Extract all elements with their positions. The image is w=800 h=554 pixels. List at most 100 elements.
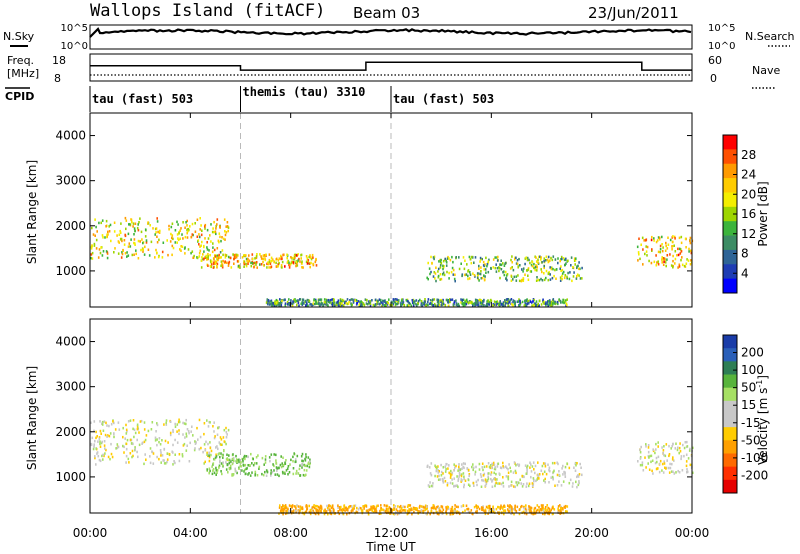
velocity-cell: [225, 436, 228, 439]
power-cell: [540, 258, 542, 261]
velocity-cell: [244, 457, 246, 461]
power-cell: [154, 256, 156, 259]
power-cell: [448, 277, 450, 280]
power-cell: [312, 256, 314, 259]
power-cell: [510, 275, 513, 278]
velocity-cell: [288, 509, 290, 513]
velocity-cell: [197, 438, 199, 441]
power-cell: [449, 300, 451, 304]
velocity-cell: [437, 471, 440, 474]
velocity-cell: [534, 506, 537, 510]
velocity-cell: [232, 461, 234, 464]
velocity-cell: [511, 507, 513, 511]
power-cell: [315, 264, 318, 267]
power-cell: [325, 301, 328, 304]
velocity-cell: [437, 478, 440, 481]
velocity-cell: [480, 475, 483, 478]
power-cell: [397, 301, 399, 304]
velocity-cell: [650, 454, 653, 458]
velocity-cell: [297, 505, 300, 508]
velocity-cell: [528, 482, 531, 485]
power-cell: [571, 279, 573, 283]
power-cell: [174, 229, 177, 232]
velocity-cell: [217, 426, 219, 430]
power-cell: [94, 234, 96, 237]
power-cell: [327, 298, 330, 302]
power-cell: [339, 304, 342, 307]
velocity-cell: [169, 420, 172, 423]
freq-right-tick-top: 60: [708, 54, 722, 67]
cpid-segment-label: tau (fast) 503: [92, 92, 193, 106]
velocity-cell: [472, 512, 474, 516]
velocity-cell: [143, 462, 145, 466]
power-cell: [513, 302, 516, 306]
velocity-cell: [209, 441, 211, 444]
power-cell: [305, 304, 307, 307]
power-cell: [324, 301, 327, 304]
velocity-cell: [133, 428, 136, 431]
power-cell: [658, 236, 661, 240]
velocity-cell: [129, 452, 132, 455]
power-cell: [361, 301, 363, 304]
velocity-cell: [481, 508, 484, 511]
power-cell: [280, 257, 282, 261]
power-cell: [667, 243, 670, 246]
power-cell: [186, 219, 188, 223]
power-cell: [540, 303, 543, 306]
velocity-cell: [490, 471, 493, 474]
velocity-cell: [536, 504, 539, 507]
velocity-cell: [524, 507, 527, 510]
power-cell: [339, 299, 342, 302]
velocity-cell: [468, 474, 470, 478]
velocity-cell: [427, 484, 430, 487]
velocity-cell: [662, 471, 665, 474]
power-cell: [243, 262, 245, 265]
power-cell: [323, 298, 326, 301]
power-cell: [450, 270, 453, 274]
velocity-cell: [228, 461, 231, 465]
power-cell: [98, 221, 100, 225]
power-cell: [533, 262, 535, 266]
velocity-cell: [498, 472, 501, 475]
power-cell: [287, 260, 289, 264]
velocity-cell: [484, 480, 487, 483]
power-cell: [468, 277, 471, 280]
power-cell: [479, 256, 482, 260]
velocity-cell: [176, 423, 179, 426]
power-cell: [535, 264, 538, 268]
velocity-cell: [203, 462, 205, 465]
power-cell: [141, 238, 143, 241]
power-cell: [433, 271, 436, 274]
velocity-cell: [178, 432, 180, 436]
velocity-cell: [223, 428, 226, 432]
nave-label: Nave: [752, 64, 780, 77]
power-cell: [537, 261, 539, 264]
power-cell: [278, 257, 281, 260]
velocity-cell: [317, 512, 320, 516]
power-cell: [518, 257, 520, 261]
power-cell: [214, 262, 217, 265]
power-cell: [125, 227, 127, 231]
power-cell: [131, 221, 133, 224]
velocity-cell: [502, 509, 505, 513]
velocity-cell: [445, 508, 448, 511]
velocity-cell: [125, 428, 128, 432]
velocity-cell: [505, 475, 508, 478]
power-cell: [199, 245, 201, 248]
power-cell: [289, 262, 292, 266]
power-cell: [260, 257, 263, 260]
power-cell: [255, 261, 258, 264]
power-cell: [379, 299, 382, 303]
power-cell: [114, 247, 116, 250]
power-cell: [537, 304, 539, 307]
velocity-cell: [531, 465, 534, 468]
velocity-cell: [494, 466, 497, 469]
velocity-cell: [688, 449, 691, 452]
power-cell: [433, 257, 435, 261]
velocity-cell: [158, 440, 160, 444]
velocity-cell: [531, 484, 534, 488]
velocity-cell: [541, 508, 543, 512]
velocity-cell: [388, 506, 391, 509]
power-cell: [179, 248, 181, 251]
power-cell: [526, 299, 528, 303]
